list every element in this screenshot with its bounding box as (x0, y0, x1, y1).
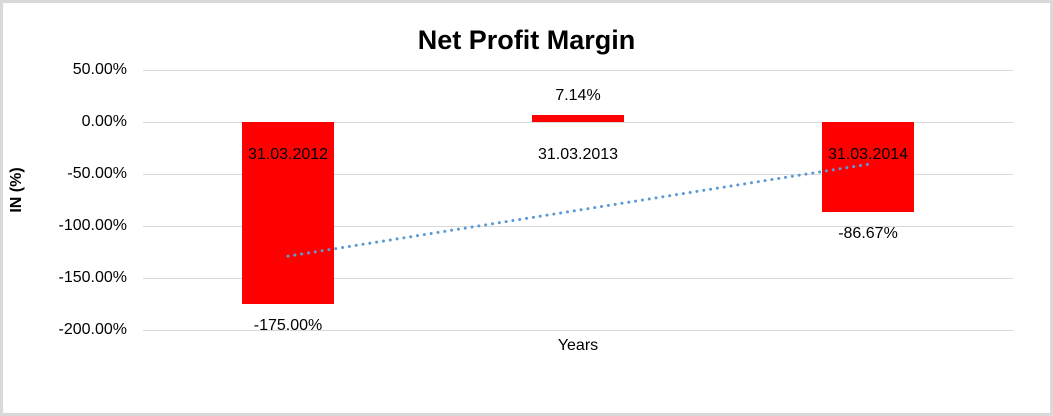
gridline (143, 226, 1013, 227)
gridline (143, 70, 1013, 71)
bar-data-label: -86.67% (838, 225, 898, 243)
gridline (143, 278, 1013, 279)
bar-data-label: -175.00% (253, 317, 323, 334)
gridline (143, 174, 1013, 175)
gridline (143, 122, 1013, 123)
bar (822, 122, 914, 213)
y-tick-label: -200.00% (58, 321, 128, 338)
gridline (143, 330, 1013, 331)
category-label: 31.03.2012 (247, 146, 329, 163)
bar (242, 122, 334, 304)
y-tick-label: -100.00% (58, 217, 128, 234)
y-tick-label: -50.00% (67, 165, 127, 182)
category-label: 31.03.2013 (537, 146, 619, 163)
y-tick-label: 0.00% (81, 113, 127, 130)
y-tick-label: -150.00% (58, 269, 128, 286)
y-tick-label: 50.00% (72, 61, 127, 78)
x-axis-title: Years (557, 337, 599, 354)
trendline (286, 162, 870, 258)
bar-data-label: 7.14% (555, 86, 601, 104)
bar (532, 114, 624, 122)
chart-title: Net Profit Margin (417, 25, 636, 55)
category-label: 31.03.2014 (827, 146, 909, 163)
plot-area: -175.00% 31.03.2012 7.14% 31.03.2013 -86.67%… (143, 70, 1013, 334)
